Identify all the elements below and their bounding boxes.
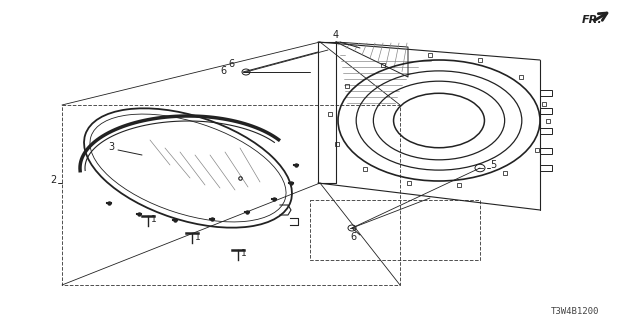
Text: T3W4B1200: T3W4B1200 [551,308,599,316]
Text: 5: 5 [490,160,496,170]
Bar [381,63,385,67]
Text: 1: 1 [195,233,201,242]
Bar [363,166,367,171]
Text: 1: 1 [241,250,247,259]
Bar [540,128,552,134]
Text: 6: 6 [220,66,226,76]
Bar [457,183,461,187]
Bar [502,171,506,175]
Text: 1: 1 [151,215,157,225]
Bar [540,148,552,154]
Bar [546,118,550,123]
Bar [406,181,411,185]
Bar [428,53,432,57]
Text: 6: 6 [228,59,234,69]
Text: 3: 3 [108,142,114,152]
Bar [542,101,547,106]
Bar [518,75,523,79]
Bar [540,108,552,114]
Text: 4: 4 [333,30,339,40]
Text: 2: 2 [50,175,56,185]
Bar [345,84,349,88]
Text: 6: 6 [350,232,356,242]
Bar [335,142,339,146]
Bar [328,112,332,116]
Text: FR.: FR. [582,15,603,25]
Bar [540,165,552,171]
Bar [540,90,552,96]
Bar [477,58,482,62]
Bar [534,148,539,152]
